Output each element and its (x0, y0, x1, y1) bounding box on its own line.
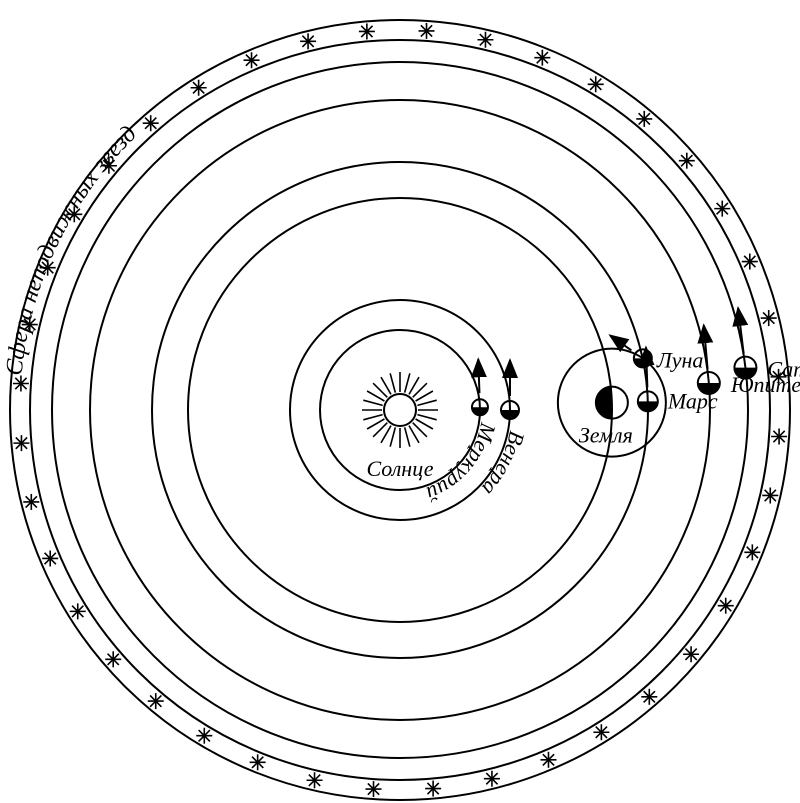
star-icon (13, 375, 29, 391)
star-icon (641, 689, 657, 705)
star-icon (534, 50, 550, 66)
star-icon (636, 111, 652, 127)
sun-icon (362, 372, 438, 448)
moon-icon (634, 349, 652, 367)
star-icon (761, 310, 777, 326)
star-icon (359, 23, 375, 39)
heliocentric-diagram: Сфера неподвижных звездСолнцеМеркурийВен… (0, 0, 800, 803)
star-icon (23, 494, 39, 510)
star-icon (196, 728, 212, 744)
star-icon (588, 76, 604, 92)
star-icon (191, 80, 207, 96)
star-icon (70, 603, 86, 619)
star-icon (744, 544, 760, 560)
earth-icon (596, 387, 628, 419)
star-icon (425, 781, 441, 797)
planet-saturn (734, 357, 756, 379)
star-icon (250, 754, 266, 770)
star-icon (300, 33, 316, 49)
moon-label: Луна (656, 347, 704, 372)
star-icon (307, 772, 323, 788)
sun-label: Солнце (366, 456, 433, 481)
star-icon (105, 651, 121, 667)
earth-label: Земля (579, 423, 633, 448)
star-icon (365, 781, 381, 797)
star-icon (244, 52, 260, 68)
star-icon (477, 32, 493, 48)
star-icon (42, 550, 58, 566)
star-icon (718, 598, 734, 614)
star-icon (714, 201, 730, 217)
star-icon (148, 693, 164, 709)
star-icon (484, 771, 500, 787)
star-icon (593, 724, 609, 740)
motion-arrow-icon (478, 359, 479, 393)
star-icon (419, 23, 435, 39)
star-icon (742, 254, 758, 270)
stars-sphere-label: Сфера неподвижных звезд (2, 121, 142, 377)
star-icon (13, 435, 29, 451)
star-icon (679, 153, 695, 169)
planet-label-saturn: Сатурн (767, 357, 800, 382)
star-icon (540, 752, 556, 768)
star-icon (762, 487, 778, 503)
star-icon (771, 429, 787, 445)
star-icon (143, 115, 159, 131)
star-icon (683, 646, 699, 662)
